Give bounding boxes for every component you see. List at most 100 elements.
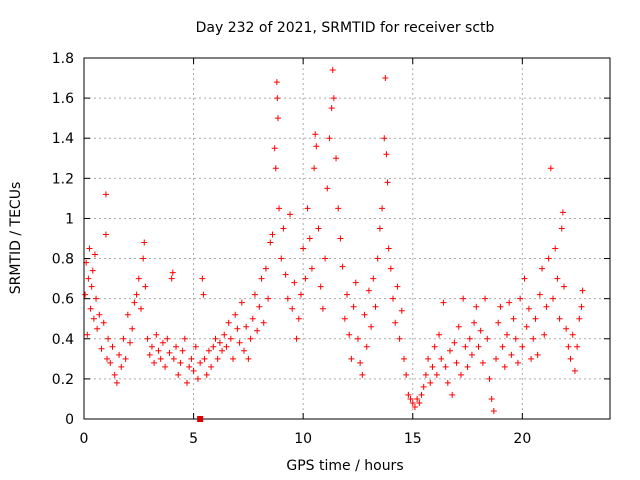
data-point bbox=[457, 371, 464, 378]
data-point bbox=[104, 355, 111, 362]
data-point bbox=[96, 311, 103, 318]
y-tick-label: 1.2 bbox=[52, 171, 74, 187]
data-point bbox=[534, 351, 541, 358]
data-point bbox=[144, 335, 151, 342]
data-point bbox=[385, 245, 392, 252]
data-point bbox=[374, 255, 381, 262]
data-point bbox=[162, 363, 169, 370]
data-point bbox=[282, 271, 289, 278]
data-point bbox=[225, 319, 232, 326]
data-point bbox=[251, 291, 258, 298]
data-point bbox=[510, 315, 517, 322]
data-point bbox=[91, 251, 98, 258]
plot-frame bbox=[83, 57, 611, 420]
data-point bbox=[464, 363, 471, 370]
data-point bbox=[146, 351, 153, 358]
data-point bbox=[168, 275, 175, 282]
data-point bbox=[536, 291, 543, 298]
data-point bbox=[442, 363, 449, 370]
y-tick-label: 0.6 bbox=[52, 292, 74, 308]
chart-title: Day 232 of 2021, SRMTID for receiver sct… bbox=[196, 20, 495, 36]
data-point bbox=[133, 291, 140, 298]
data-point bbox=[523, 323, 530, 330]
data-point bbox=[188, 355, 195, 362]
data-point bbox=[541, 331, 548, 338]
gridlines bbox=[84, 58, 610, 419]
data-point bbox=[554, 275, 561, 282]
data-point bbox=[381, 135, 388, 142]
data-point bbox=[116, 351, 123, 358]
data-point bbox=[352, 279, 359, 286]
data-point bbox=[484, 335, 491, 342]
data-points bbox=[82, 67, 586, 414]
data-point bbox=[490, 407, 497, 414]
data-point bbox=[398, 307, 405, 314]
data-point bbox=[545, 255, 552, 262]
data-point bbox=[571, 367, 578, 374]
data-point bbox=[429, 363, 436, 370]
data-point bbox=[335, 205, 342, 212]
data-point bbox=[306, 235, 313, 242]
data-point bbox=[254, 327, 261, 334]
data-point bbox=[560, 283, 567, 290]
data-point bbox=[418, 391, 425, 398]
data-point bbox=[359, 371, 366, 378]
data-point bbox=[312, 131, 319, 138]
data-point bbox=[552, 245, 559, 252]
data-point bbox=[232, 311, 239, 318]
data-point bbox=[390, 295, 397, 302]
data-point bbox=[210, 343, 217, 350]
data-point bbox=[486, 375, 493, 382]
data-point bbox=[203, 371, 210, 378]
data-point bbox=[449, 391, 456, 398]
data-point bbox=[98, 345, 105, 352]
data-point bbox=[295, 315, 302, 322]
data-point bbox=[422, 371, 429, 378]
data-point bbox=[559, 209, 566, 216]
data-point bbox=[488, 395, 495, 402]
data-point bbox=[166, 349, 173, 356]
data-point bbox=[479, 359, 486, 366]
data-point bbox=[142, 283, 149, 290]
data-point bbox=[267, 239, 274, 246]
data-point bbox=[420, 383, 427, 390]
data-point bbox=[567, 355, 574, 362]
data-point bbox=[177, 359, 184, 366]
y-tick-label: 0 bbox=[65, 412, 74, 428]
data-point bbox=[256, 303, 263, 310]
data-point bbox=[379, 205, 386, 212]
data-point bbox=[169, 269, 176, 276]
data-point bbox=[453, 359, 460, 366]
data-point bbox=[387, 265, 394, 272]
data-point bbox=[475, 343, 482, 350]
data-point bbox=[238, 299, 245, 306]
data-point bbox=[90, 315, 97, 322]
data-point bbox=[284, 295, 291, 302]
data-point bbox=[170, 355, 177, 362]
data-point bbox=[89, 267, 96, 274]
data-point bbox=[304, 205, 311, 212]
data-point bbox=[153, 331, 160, 338]
data-point bbox=[243, 323, 250, 330]
data-point bbox=[503, 331, 510, 338]
data-point bbox=[416, 399, 423, 406]
data-point bbox=[179, 347, 186, 354]
data-point bbox=[155, 347, 162, 354]
data-point bbox=[291, 279, 298, 286]
data-point bbox=[317, 283, 324, 290]
data-point bbox=[186, 363, 193, 370]
data-point bbox=[407, 395, 414, 402]
special-marker bbox=[197, 416, 204, 422]
y-axis-ticks: 0 0.2 0.4 0.6 0.8 1 1.2 1.4 1.6 1.8 bbox=[52, 51, 610, 428]
data-point bbox=[100, 319, 107, 326]
data-point bbox=[451, 339, 458, 346]
data-point bbox=[245, 355, 252, 362]
data-point bbox=[157, 355, 164, 362]
data-point bbox=[271, 145, 278, 152]
data-point bbox=[357, 359, 364, 366]
data-point bbox=[93, 295, 100, 302]
data-point bbox=[184, 379, 191, 386]
data-point bbox=[272, 165, 279, 172]
data-point bbox=[346, 331, 353, 338]
